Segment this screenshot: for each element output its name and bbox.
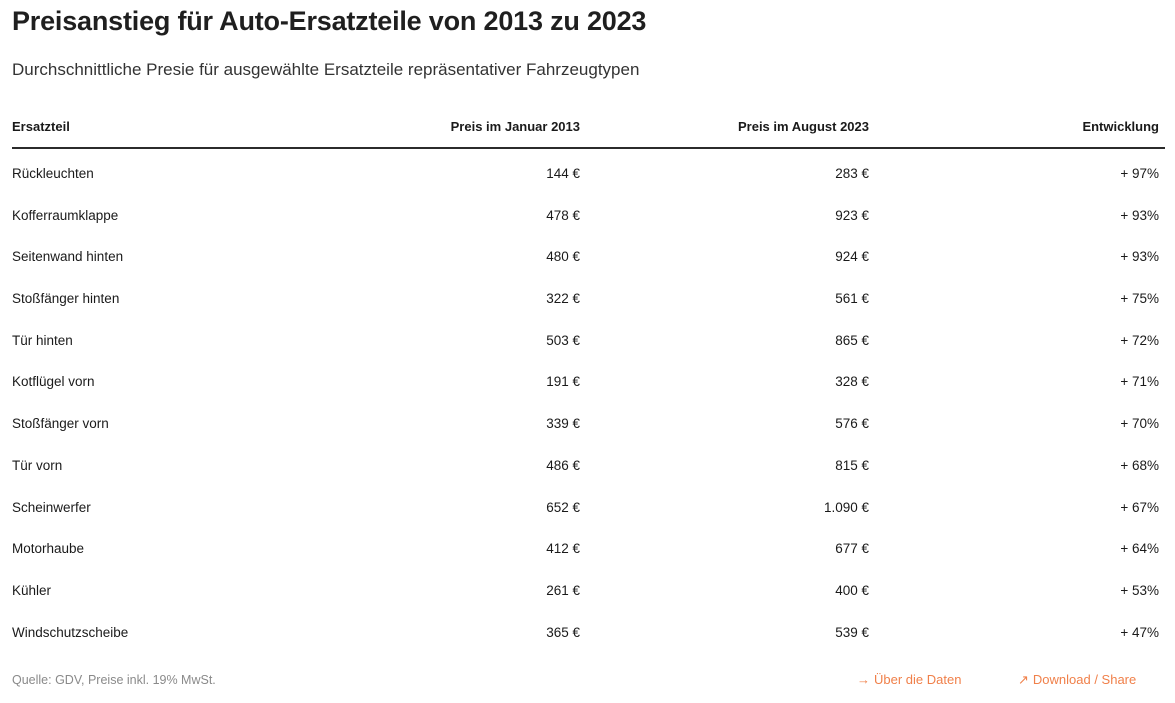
table-cell-price-2023: 677 € (835, 541, 869, 557)
table-cell-price-2023: 923 € (835, 207, 869, 223)
table-row: Scheinwerfer 652 € 1.090 € + 67% (12, 483, 1165, 525)
table-row: Kofferraumklappe 478 € 923 € + 93% (12, 191, 1165, 233)
table-body: Rückleuchten 144 € 283 € + 97% Kofferraumkla… (12, 149, 1165, 649)
table-cell-change: + 97% (1120, 166, 1159, 181)
table-cell-change: + 71% (1120, 374, 1159, 390)
table-cell-part: Kotflügel vorn (12, 374, 95, 390)
source-note: Quelle: GDV, Preise inkl. 19% MwSt. (12, 673, 216, 687)
table-cell-change: + 70% (1120, 416, 1159, 432)
table-cell-price-2013: 478 € (546, 207, 580, 223)
table-cell-price-2013: 322 € (546, 291, 580, 307)
table-cell-part: Stoßfänger vorn (12, 416, 109, 432)
table-cell-price-2013: 480 € (546, 249, 580, 265)
table-row: Rückleuchten 144 € 283 € + 97% (12, 149, 1165, 191)
column-header-price-2023: Preis im August 2023 (737, 119, 869, 134)
table-cell-part: Kühler (12, 582, 52, 598)
table-cell-change: + 64% (1120, 541, 1159, 557)
table-cell-change: + 53% (1120, 582, 1159, 598)
chart-subtitle: Durchschnittliche Presie für ausgewählte… (12, 60, 640, 79)
table-cell-change: + 75% (1120, 291, 1159, 307)
arrow-right-icon: → (857, 672, 870, 687)
table-row: Tür vorn 486 € 815 € + 68% (12, 441, 1165, 483)
table-cell-change: + 93% (1120, 207, 1159, 223)
about-data-label: Über die Daten (874, 672, 962, 687)
table-row: Seitenwand hinten 480 € 924 € + 93% (12, 232, 1165, 274)
table-header: Ersatzteil Preis im Januar 2013 Preis im… (12, 105, 1165, 149)
table-cell-price-2023: 283 € (835, 166, 869, 181)
table-cell-price-2013: 191 € (546, 374, 580, 390)
download-share-link[interactable]: ↗ Download / Share (1018, 672, 1136, 688)
table-cell-change: + 93% (1120, 249, 1159, 265)
table-cell-part: Tür hinten (12, 332, 73, 348)
table-row: Stoßfänger hinten 322 € 561 € + 75% (12, 274, 1165, 316)
table-cell-price-2023: 1.090 € (823, 499, 869, 515)
table-cell-price-2023: 924 € (835, 249, 869, 265)
table-cell-price-2013: 652 € (546, 499, 580, 515)
table-row: Kühler 261 € 400 € + 53% (12, 566, 1165, 608)
table-row: Windschutzscheibe 365 € 539 € + 47% (12, 608, 1165, 650)
table-row: Tür hinten 503 € 865 € + 72% (12, 316, 1165, 358)
table-cell-part: Scheinwerfer (12, 499, 91, 515)
table-cell-part: Stoßfänger hinten (12, 291, 120, 307)
table-row: Motorhaube 412 € 677 € + 64% (12, 524, 1165, 566)
table-cell-part: Motorhaube (12, 541, 85, 557)
arrow-up-right-icon: ↗ (1018, 672, 1029, 687)
table-cell-change: + 68% (1120, 457, 1159, 473)
data-table: Ersatzteil Preis im Januar 2013 Preis im… (12, 105, 1165, 649)
table-cell-price-2013: 339 € (546, 416, 580, 432)
table-cell-price-2013: 365 € (546, 624, 580, 640)
table-cell-change: + 67% (1120, 499, 1159, 515)
table-cell-price-2013: 261 € (546, 582, 580, 598)
column-header-price-2013: Preis im Januar 2013 (450, 119, 580, 134)
table-cell-price-2013: 503 € (546, 332, 580, 348)
table-cell-part: Tür vorn (12, 457, 63, 473)
table-row: Kotflügel vorn 191 € 328 € + 71% (12, 357, 1165, 399)
table-cell-price-2023: 576 € (835, 416, 869, 432)
table-cell-change: + 72% (1120, 332, 1159, 348)
table-cell-part: Windschutzscheibe (12, 624, 129, 640)
table-cell-price-2023: 539 € (835, 624, 869, 640)
table-cell-price-2023: 400 € (835, 582, 869, 598)
download-share-label: Download / Share (1032, 672, 1137, 687)
table-cell-change: + 47% (1120, 624, 1159, 640)
table-cell-part: Seitenwand hinten (12, 249, 124, 265)
column-header-part: Ersatzteil (12, 119, 70, 134)
table-cell-price-2023: 328 € (835, 374, 869, 390)
table-cell-price-2013: 412 € (546, 541, 580, 557)
about-data-link[interactable]: → Über die Daten (857, 672, 961, 687)
table-row: Stoßfänger vorn 339 € 576 € + 70% (12, 399, 1165, 441)
table-cell-price-2023: 865 € (835, 332, 869, 348)
table-cell-price-2013: 486 € (546, 457, 580, 473)
table-cell-price-2023: 561 € (835, 291, 869, 307)
table-cell-price-2013: 144 € (546, 166, 580, 181)
column-header-change: Entwicklung (1082, 119, 1159, 134)
table-cell-part: Rückleuchten (12, 166, 94, 181)
chart-title: Preisanstieg für Auto-Ersatzteile von 20… (12, 6, 647, 36)
table-cell-part: Kofferraumklappe (12, 207, 119, 223)
table-cell-price-2023: 815 € (835, 457, 869, 473)
